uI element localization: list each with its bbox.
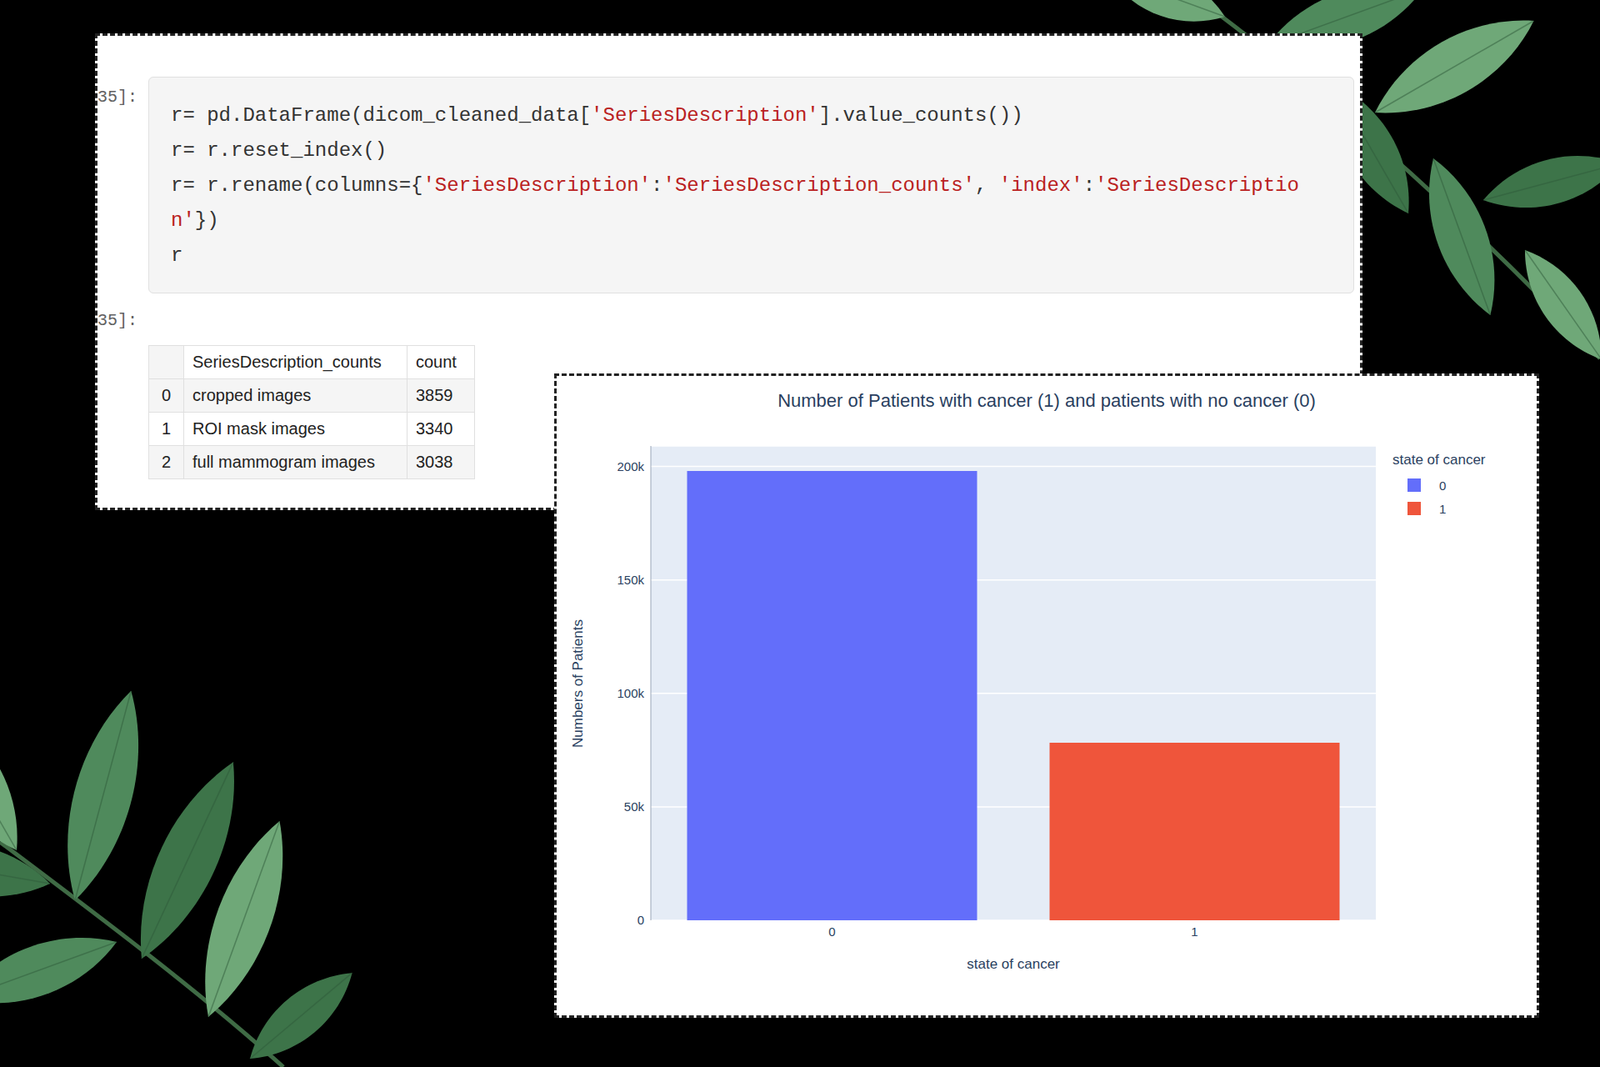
html-text:35]:: 35]:	[97, 87, 138, 107]
svg-text:200k: 200k	[616, 459, 645, 474]
html-text:1: 1	[161, 419, 171, 438]
html-text:3038: 3038	[415, 452, 453, 471]
svg-text:1: 1	[1190, 924, 1198, 939]
html-text:cropped images: cropped images	[192, 385, 312, 405]
html-text:35]:: 35]:	[97, 310, 138, 330]
html-text:Number of Patients with cancer: Number of Patients with cancer (1) and p…	[777, 390, 1316, 411]
html-text:3859: 3859	[415, 385, 453, 405]
html-text:n'}): n'})	[170, 209, 219, 232]
html-text:r: r	[170, 244, 183, 267]
svg-text:150k: 150k	[616, 572, 645, 587]
svg-text:0: 0	[828, 924, 835, 939]
html-text:r= r.reset_index(): r= r.reset_index()	[170, 139, 387, 162]
html-text:SeriesDescription_counts: SeriesDescription_counts	[192, 352, 382, 371]
html-text:state of cancer: state of cancer	[966, 955, 1060, 972]
html-text:state of cancer: state of cancer	[1392, 451, 1486, 468]
html-text:r= r.rename(columns={'SeriesDe: r= r.rename(columns={'SeriesDescription'…	[170, 174, 1300, 197]
html-text:r= pd.DataFrame(dicom_cleaned_: r= pd.DataFrame(dicom_cleaned_data['Seri…	[170, 104, 1023, 127]
html-text:full mammogram images: full mammogram images	[192, 452, 375, 471]
html-text:ROI mask images: ROI mask images	[192, 419, 325, 438]
html-text:Numbers of Patients: Numbers of Patients	[570, 618, 586, 748]
html-text:1: 1	[1439, 501, 1447, 516]
html-text:0: 0	[161, 385, 171, 405]
html-text:2: 2	[161, 452, 171, 471]
svg-text:100k: 100k	[616, 685, 645, 700]
html-text:3340: 3340	[415, 419, 453, 438]
svg-text:0: 0	[637, 912, 645, 927]
html-text:0: 0	[1439, 477, 1447, 493]
svg-text:50k: 50k	[624, 799, 645, 814]
html-text:count: count	[415, 352, 457, 371]
